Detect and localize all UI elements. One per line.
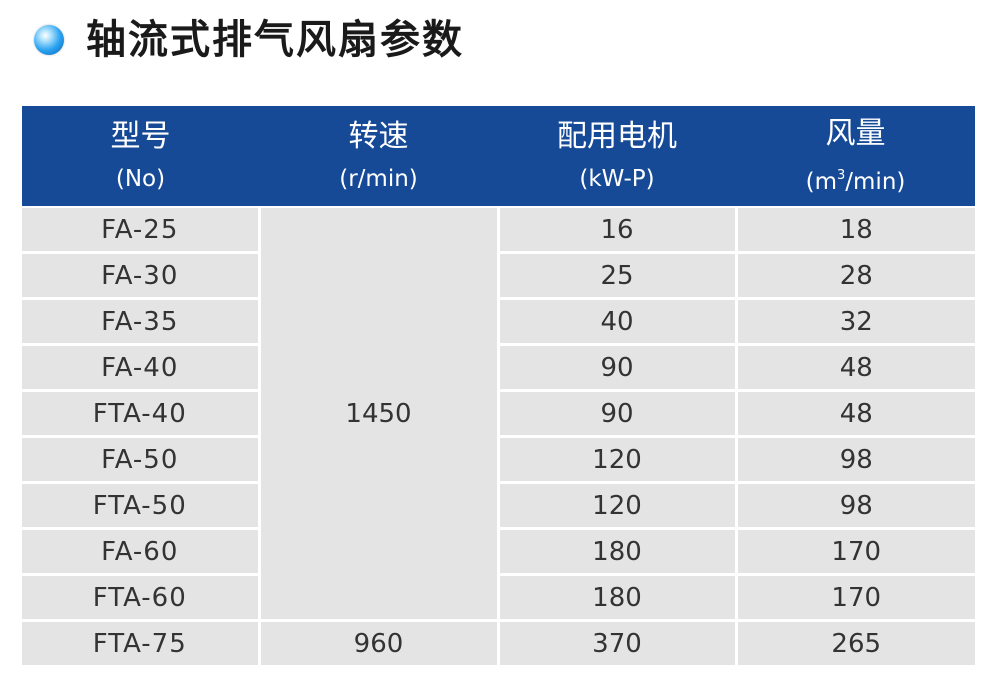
airflow-unit: (m3/min) [805,168,906,195]
motor-cell: 40 [496,297,736,345]
model-cell: FTA-40 [22,389,259,437]
table-row: FA-60 180 170 [22,527,975,575]
airflow-cell: 98 [734,435,975,483]
table-row: FA-35 40 32 [22,297,975,345]
motor-cell: 120 [496,481,736,529]
model-cell: FA-50 [22,435,259,483]
model-cell: FTA-50 [22,481,259,529]
airflow-cell: 170 [734,527,975,575]
header-speed: 转速 (r/min) [259,106,498,207]
speed-cell: 1450 [257,207,498,621]
bullet-icon [34,25,64,55]
table-header-row: 型号 (No) 转速 (r/min) 配用电机 (kW-P) 风量 (m3/mi… [22,106,975,207]
airflow-cell: 28 [734,251,975,299]
motor-cell: 370 [496,619,736,665]
motor-cell: 180 [496,573,736,621]
airflow-cell: 32 [734,297,975,345]
table-row: FA-25 1450 16 18 [22,207,975,621]
model-cell: FTA-75 [22,619,259,665]
airflow-cell: 48 [734,389,975,437]
model-cell: FA-30 [22,251,259,299]
table-row: FA-50 120 98 [22,435,975,483]
motor-cell: 16 [496,207,736,253]
title-row: 轴流式排气风扇参数 [34,10,464,70]
motor-cell: 25 [496,251,736,299]
motor-cell: 180 [496,527,736,575]
motor-cell: 120 [496,435,736,483]
model-cell: FA-25 [22,207,259,253]
model-cell: FTA-60 [22,573,259,621]
header-model: 型号 (No) [22,106,259,207]
header-motor: 配用电机 (kW-P) [498,106,736,207]
model-cell: FA-40 [22,343,259,391]
table-row: FA-30 25 28 [22,251,975,299]
fan-spec-table: 型号 (No) 转速 (r/min) 配用电机 (kW-P) 风量 (m3/mi… [22,106,975,665]
table-row: FTA-75 960 370 265 [22,619,975,665]
table-row: FTA-60 180 170 [22,573,975,621]
motor-cell: 90 [496,343,736,391]
motor-cell: 90 [496,389,736,437]
airflow-cell: 170 [734,573,975,621]
airflow-cell: 18 [734,207,975,253]
airflow-cell: 48 [734,343,975,391]
airflow-cell: 265 [734,619,975,665]
table-row: FTA-50 120 98 [22,481,975,529]
model-cell: FA-35 [22,297,259,345]
table-row: FA-40 90 48 [22,343,975,391]
header-airflow: 风量 (m3/min) [736,106,975,207]
speed-cell: 960 [257,619,498,665]
airflow-cell: 98 [734,481,975,529]
table-row: FTA-40 90 48 [22,389,975,437]
model-cell: FA-60 [22,527,259,575]
page-title: 轴流式排气风扇参数 [86,17,464,63]
